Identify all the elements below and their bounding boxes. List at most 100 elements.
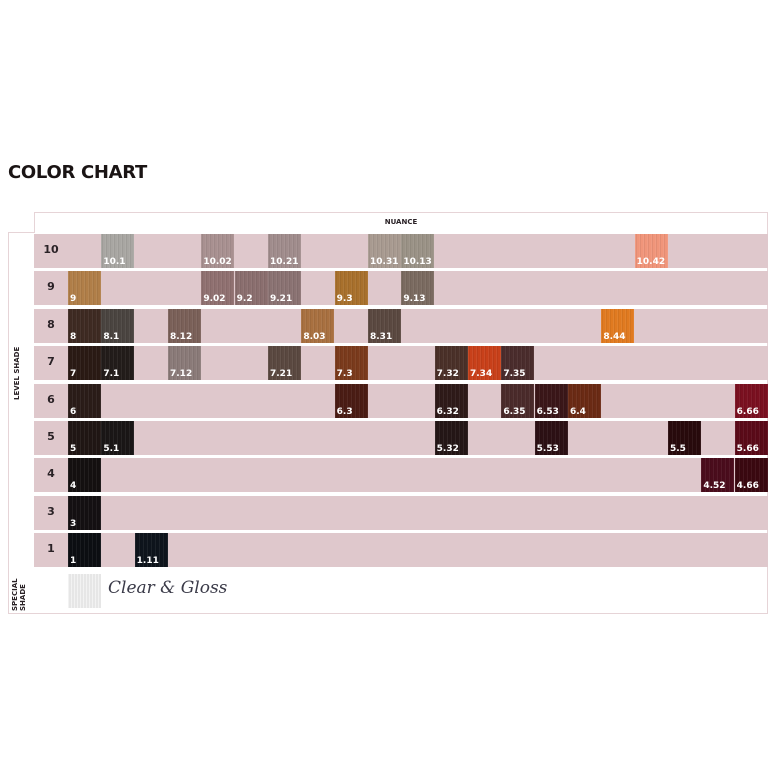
level-number: 5 (47, 430, 55, 443)
shade-swatch: 1 (68, 533, 101, 568)
shade-swatch: 7.12 (168, 346, 201, 381)
shade-swatch: 10.13 (401, 234, 435, 268)
shade-swatch: 6.3 (334, 383, 368, 418)
level-row-5: 5 5 5.1 5.32 5.53 5.5 5.66 (34, 421, 768, 455)
shade-label: 9 (70, 294, 77, 305)
nuance-label: NUANCE (384, 218, 418, 226)
shade-swatch: 8.44 (601, 308, 635, 343)
shade-swatch: 9.21 (268, 271, 301, 306)
shade-swatch: 5.66 (734, 421, 768, 455)
shade-swatch: 8.03 (301, 308, 335, 343)
shade-swatch: 9 (68, 271, 101, 306)
shade-swatch: 5.5 (668, 421, 701, 455)
shade-label: 8.12 (170, 331, 193, 342)
shade-swatch: 9.2 (234, 271, 268, 306)
shade-label: 6 (70, 406, 77, 417)
shade-label: 10.31 (370, 257, 399, 267)
shade-swatch: 5.1 (101, 421, 135, 455)
shade-label: 6.35 (503, 406, 526, 417)
shade-label: 10.1 (103, 257, 126, 267)
page-title: COLOR CHART (8, 162, 148, 183)
shade-label: 9.3 (336, 294, 353, 305)
shade-label: 8 (70, 331, 77, 342)
shade-swatch: 7.3 (334, 346, 368, 381)
shade-swatch: 10.1 (101, 234, 135, 268)
shade-label: 7.1 (103, 369, 120, 380)
shade-swatch: 5 (68, 421, 101, 455)
shade-label: 7.35 (503, 369, 526, 380)
clear-gloss-swatch (68, 574, 101, 608)
shade-swatch: 1.11 (134, 533, 168, 568)
shade-swatch: 6 (68, 383, 101, 418)
shade-label: 4.52 (703, 481, 726, 492)
level-number: 10 (43, 243, 59, 256)
shade-label: 9.2 (236, 294, 253, 305)
level-row-4: 4 4 4.52 4.66 (34, 458, 768, 493)
shade-label: 9.13 (403, 294, 426, 305)
shade-swatch: 7 (68, 346, 101, 381)
shade-swatch: 9.13 (401, 271, 435, 306)
shade-swatch: 10.02 (201, 234, 235, 268)
shade-label: 4 (70, 481, 77, 492)
shade-label: 7 (70, 369, 77, 380)
shade-label: 5.5 (670, 444, 686, 454)
nuance-header: NUANCE (34, 212, 768, 233)
shade-swatch: 7.35 (501, 346, 535, 381)
shade-swatch: 5.53 (534, 421, 568, 455)
shade-swatch: 8.1 (101, 308, 135, 343)
level-row-6: 6 6 6.3 6.32 6.35 6.53 6.4 6.66 (34, 383, 768, 418)
shade-label: 7.21 (270, 369, 293, 380)
level-number: 3 (47, 504, 55, 518)
shade-swatch: 9.3 (334, 271, 368, 306)
shade-swatch: 6.4 (568, 383, 601, 418)
shade-swatch: 5.32 (434, 421, 468, 455)
level-row-8: 8 8 8.1 8.12 8.03 8.31 8.44 (34, 308, 768, 343)
shade-label: 7.12 (170, 369, 193, 380)
shade-label: 8.03 (303, 331, 326, 342)
shade-swatch: 8 (68, 308, 101, 343)
shade-swatch: 3 (68, 495, 101, 530)
shade-swatch: 4 (68, 458, 101, 493)
level-row-10: 10 10.1 10.02 10.21 10.31 10.13 10.42 (34, 234, 768, 268)
shade-label: 9.02 (203, 294, 226, 305)
level-row-7: 7 7 7.1 7.12 7.21 7.3 7.32 7.34 7.35 (34, 346, 768, 381)
shade-label: 4.66 (736, 481, 759, 492)
clear-gloss-label: Clear & Gloss (108, 578, 228, 598)
shade-label: 7.32 (436, 369, 459, 380)
shade-swatch: 8.31 (368, 308, 401, 343)
shade-label: 6.53 (536, 406, 559, 417)
shade-swatch: 7.21 (268, 346, 301, 381)
shade-label: 10.42 (636, 257, 666, 267)
special-shade-label: SPECIAL SHADE (11, 578, 27, 611)
shade-label: 8.44 (603, 331, 626, 342)
level-row-1: 1 1 1.11 (34, 533, 768, 568)
shade-swatch: 10.21 (268, 234, 301, 268)
shade-label: 5.32 (436, 444, 459, 454)
shade-swatch: 6.53 (534, 383, 568, 418)
shade-swatch: 10.31 (368, 234, 401, 268)
shade-swatch: 6.66 (734, 383, 768, 418)
shade-swatch: 4.66 (734, 458, 768, 493)
level-number: 6 (47, 392, 55, 406)
shade-swatch: 6.35 (501, 383, 535, 418)
level-number: 7 (47, 355, 55, 369)
shade-label: 5 (70, 444, 77, 454)
shade-label: 7.3 (336, 369, 353, 380)
shade-label: 10.13 (403, 257, 432, 267)
shade-label: 6.66 (736, 406, 759, 417)
shade-swatch: 7.1 (101, 346, 135, 381)
shade-label: 8.31 (370, 331, 393, 342)
shade-label: 5.66 (736, 444, 759, 454)
shade-label: 7.34 (470, 369, 493, 380)
shade-label: 10.02 (203, 257, 232, 267)
level-number: 1 (47, 542, 55, 556)
shade-swatch: 9.02 (201, 271, 235, 306)
shade-label: 1.11 (136, 556, 159, 567)
shade-label: 5.53 (536, 444, 559, 454)
shade-swatch: 4.52 (701, 458, 735, 493)
shade-swatch: 8.12 (168, 308, 201, 343)
level-number: 9 (47, 280, 55, 294)
shade-label: 6.4 (570, 406, 586, 417)
shade-label: 9.21 (270, 294, 293, 305)
